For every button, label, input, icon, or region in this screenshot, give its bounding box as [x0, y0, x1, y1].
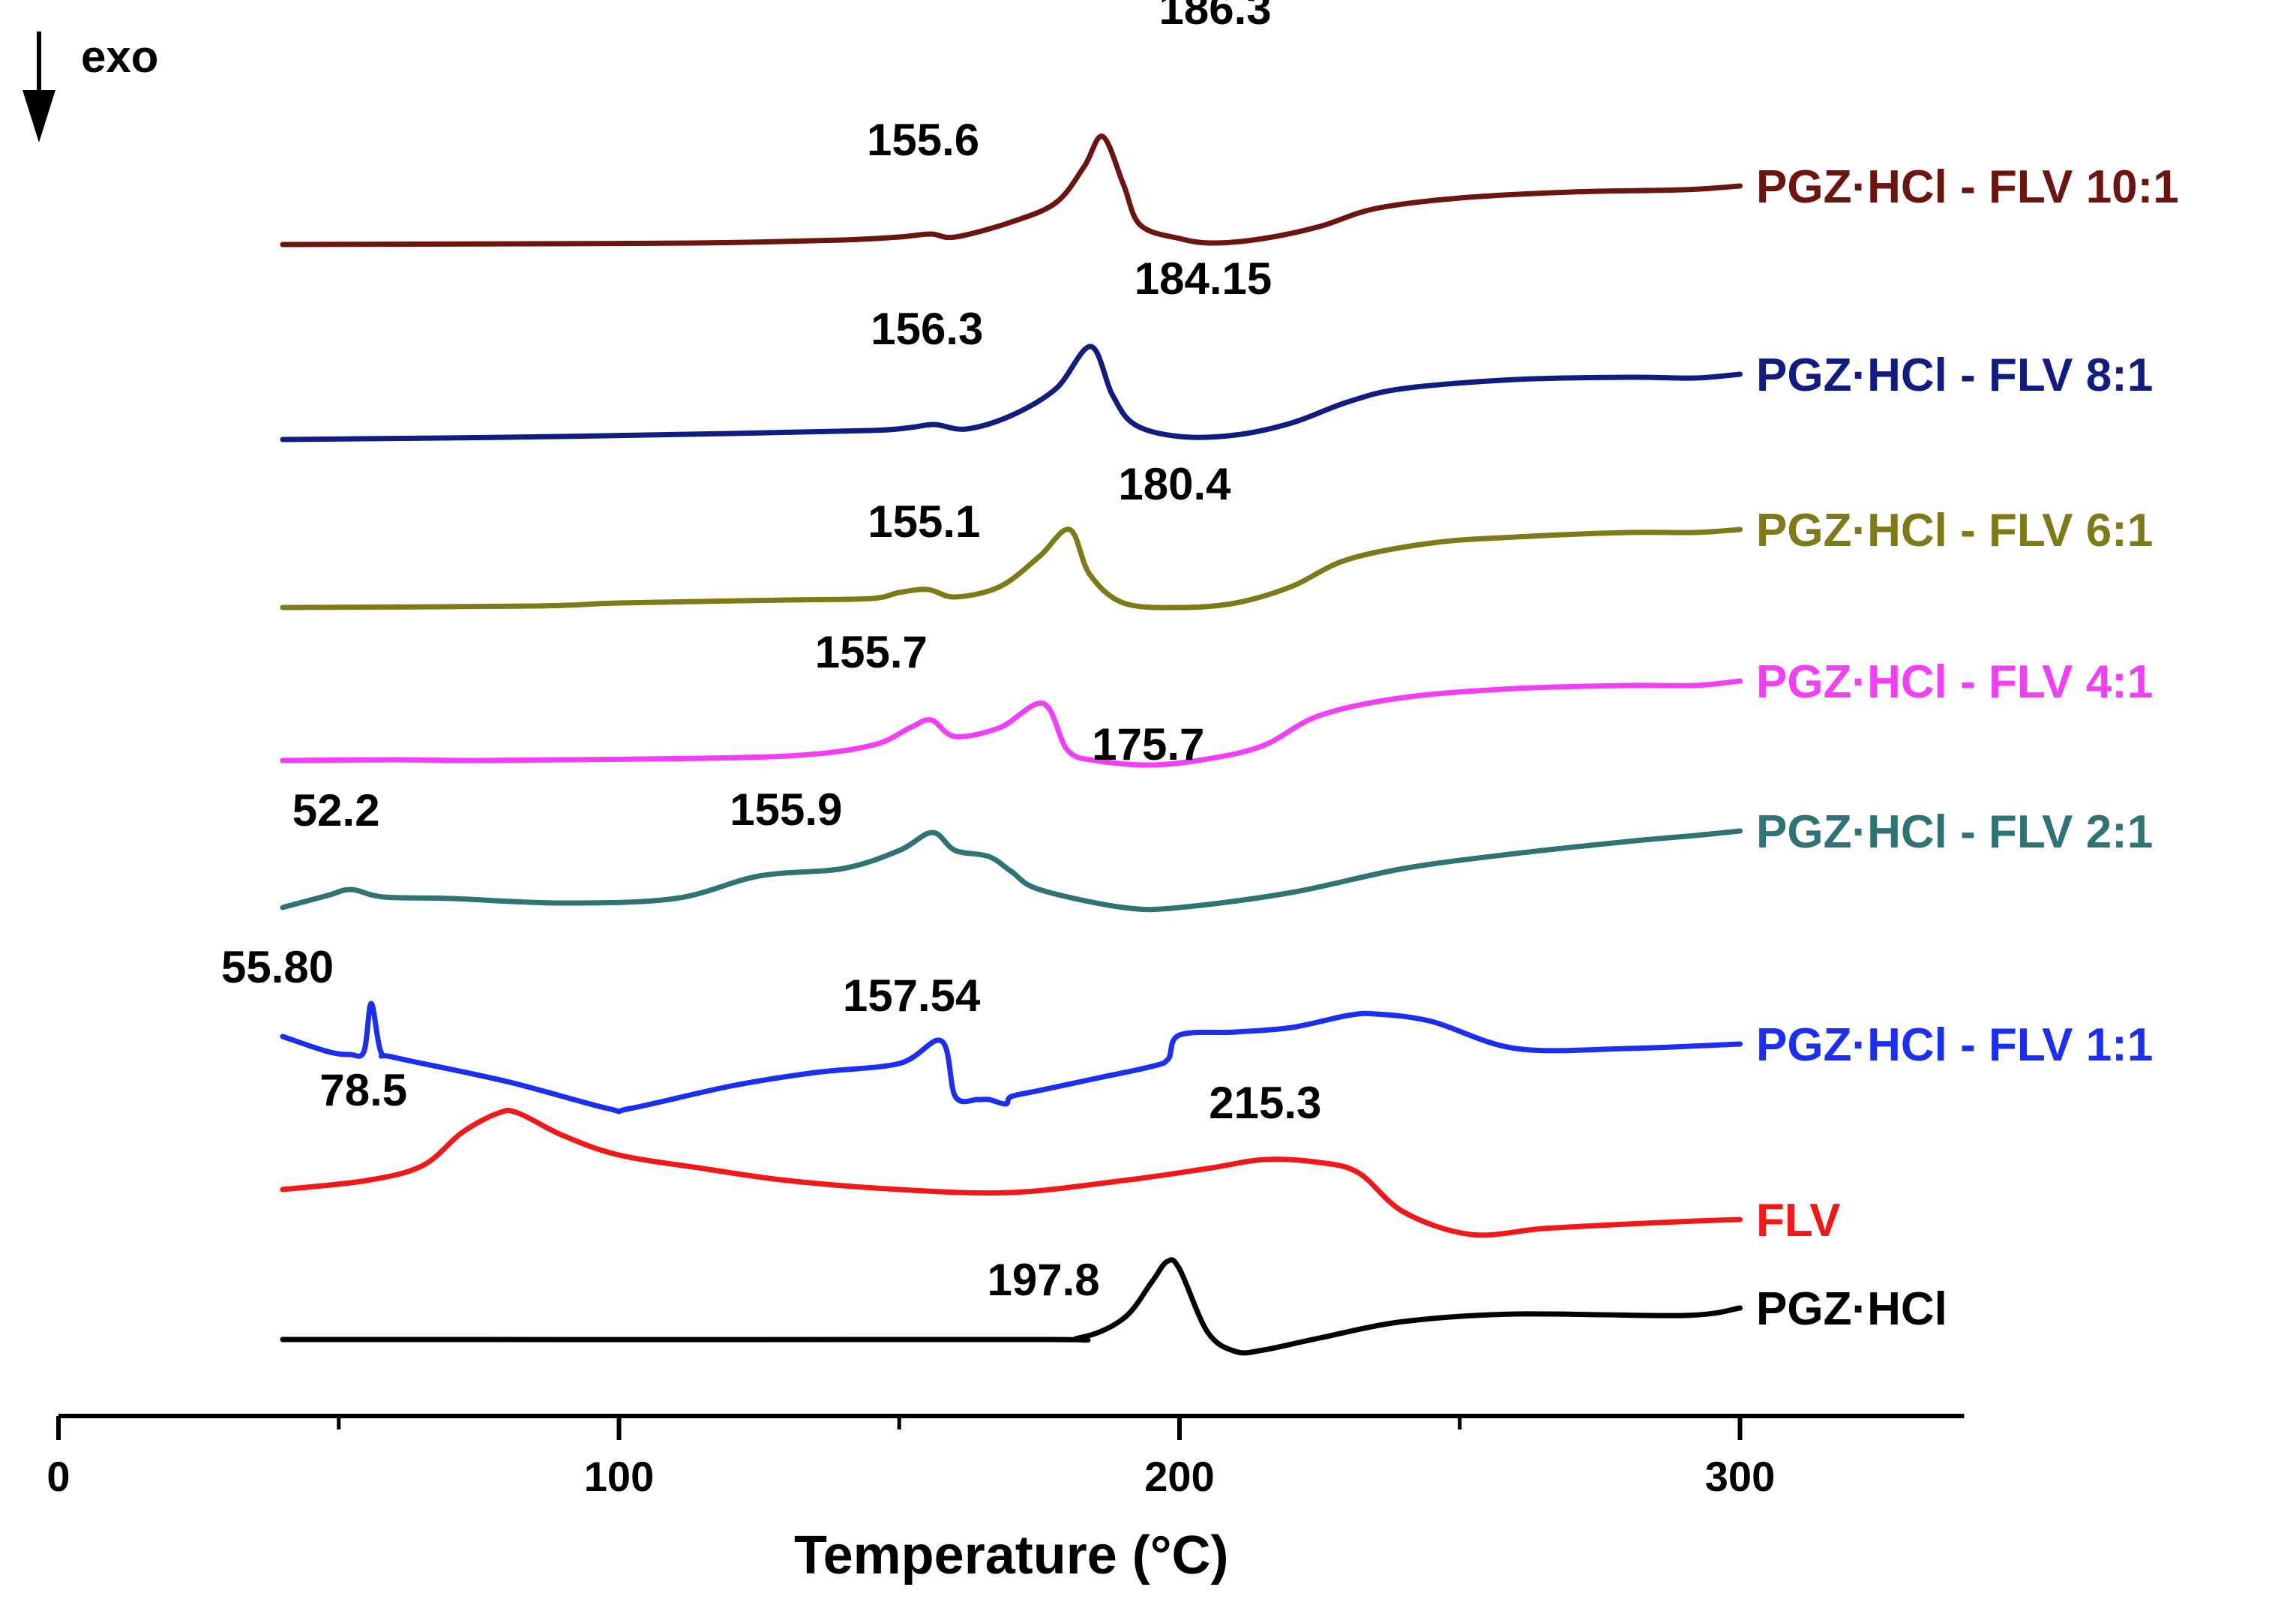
exo-arrow-icon	[22, 90, 55, 142]
series-line	[280, 1108, 1743, 1238]
series-line	[280, 1257, 1743, 1356]
series-legend-label: PGZ·HCl - FLV 1:1	[1756, 1019, 2153, 1071]
peak-label: 78.5	[319, 1065, 407, 1115]
peak-label: 180.4	[1118, 459, 1231, 509]
peak-label: 155.1	[868, 496, 980, 547]
peak-label: 155.9	[730, 784, 842, 835]
peak-label: 55.80	[221, 942, 334, 992]
series-legend-label: PGZ·HCl - FLV 8:1	[1756, 350, 2153, 401]
peak-label: 156.3	[871, 304, 983, 354]
peak-label: 155.7	[815, 627, 928, 677]
peak-label: 186.3	[1159, 0, 1272, 34]
x-tick-label: 0	[46, 1453, 70, 1500]
series-legend-label: PGZ·HCl - FLV 10:1	[1756, 161, 2179, 213]
series-group	[280, 134, 1743, 1356]
peak-label: 197.8	[987, 1255, 1099, 1305]
x-axis-title: Temperature (°C)	[794, 1526, 1229, 1586]
series-line	[280, 1000, 1743, 1114]
annotation-group: PGZ·HCl - FLV 10:1 155.6 186.3 PGZ·HCl - FL…	[221, 0, 2179, 1335]
peak-label: 52.2	[292, 785, 380, 836]
series-line	[280, 344, 1743, 442]
x-axis: 0 100 200 300 Temperature (°C)	[46, 1414, 1965, 1586]
exo-indicator: exo	[22, 32, 158, 142]
series-line	[280, 134, 1743, 248]
peak-label: 157.54	[843, 970, 981, 1021]
series-legend-label: PGZ·HCl	[1756, 1283, 1947, 1335]
peak-label: 175.7	[1092, 719, 1204, 770]
x-tick-label: 100	[584, 1453, 654, 1500]
series-line	[280, 828, 1743, 913]
peak-label: 184.15	[1135, 254, 1272, 304]
series-line	[280, 678, 1743, 768]
peak-label: 155.6	[867, 115, 979, 165]
peak-label: 215.3	[1209, 1078, 1321, 1128]
x-tick-label: 200	[1144, 1453, 1214, 1500]
exo-label: exo	[81, 32, 158, 82]
series-legend-label: PGZ·HCl - FLV 6:1	[1756, 505, 2153, 556]
series-line	[280, 526, 1743, 610]
x-tick-label: 300	[1705, 1453, 1775, 1500]
series-legend-label: FLV	[1756, 1195, 1841, 1246]
series-legend-label: PGZ·HCl - FLV 2:1	[1756, 806, 2153, 858]
series-legend-label: PGZ·HCl - FLV 4:1	[1756, 656, 2153, 708]
